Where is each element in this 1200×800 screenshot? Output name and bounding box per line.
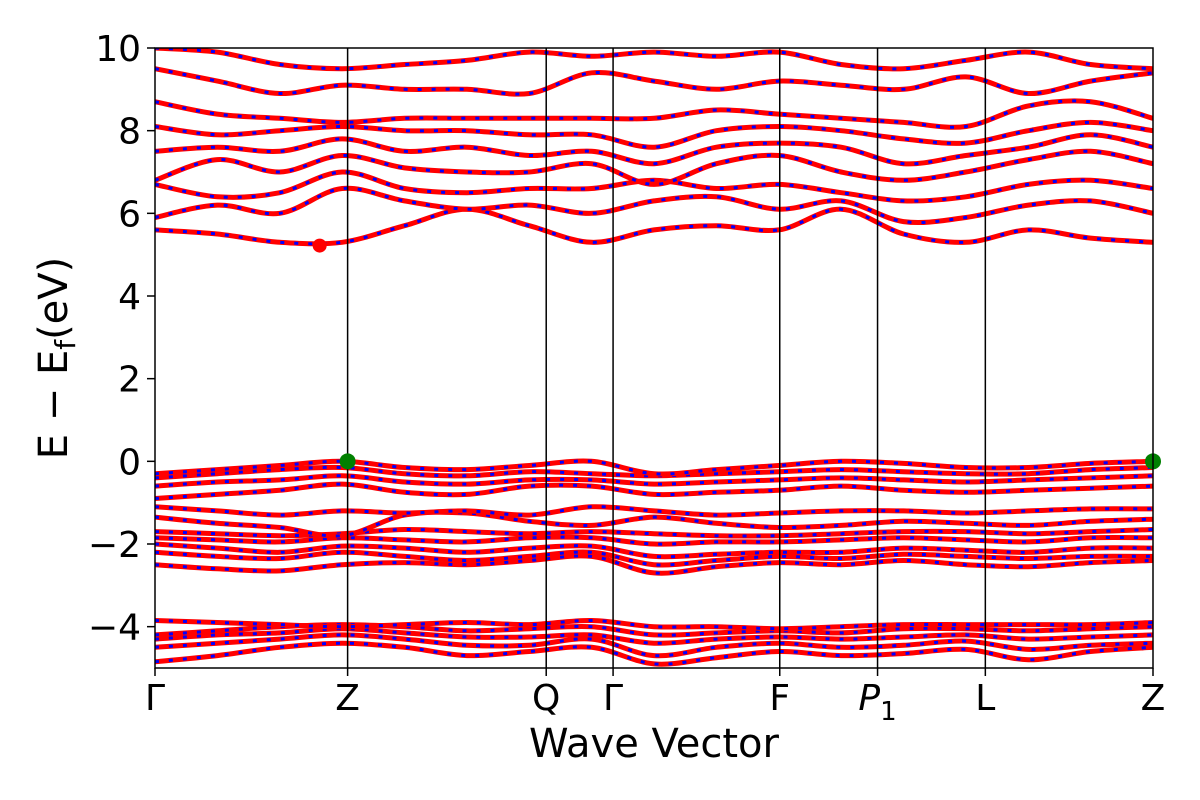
x-axis: Γ Z Q Γ F P1 L Z [145,668,1165,727]
y-axis-title: E − Ef(eV) [31,257,82,460]
extrema-markers [312,238,1161,470]
band-line-dashed [155,99,1153,129]
band-line-dashed [155,554,1153,575]
x-tick-label: F [769,678,790,719]
y-tick-label: −2 [88,525,141,566]
x-tick-label-main: Γ [145,678,165,719]
band-line-dashed [155,207,1153,246]
y-axis-title-sub: f [49,339,82,350]
band-line [155,206,1153,247]
band-line [155,148,1153,187]
x-tick-label-main: Z [335,678,360,719]
band-line-dashed [155,542,1153,559]
band-line [155,534,1153,547]
x-tick-label-main: Q [532,678,560,719]
x-tick-label-main: Z [1141,678,1166,719]
y-axis-title-main: E − E [31,350,77,460]
y-tick-label: 6 [118,194,141,235]
x-tick-label: Z [1141,678,1166,719]
y-axis-title-unit: (eV) [31,257,77,340]
plot-frame [154,47,1154,669]
band-line-dashed [155,618,1153,631]
x-tick-label-main: P [858,678,880,719]
band-line-dashed [155,505,1153,517]
band-line [155,48,1153,72]
x-tick-label: Γ [145,678,165,719]
band-line-dashed [155,627,1153,645]
band-line-dashed [155,170,1153,203]
kpath-lines [346,48,987,668]
band-line [155,185,1153,226]
band-line-dashed [155,474,1153,488]
x-tick-label-sub: 1 [880,697,897,727]
x-tick-label-main: F [769,678,790,719]
band-line [155,98,1153,130]
band-line-dashed [155,133,1153,166]
band-line-dashed [155,482,1153,500]
x-tick-label-main: Γ [603,678,623,719]
cbm-marker [312,238,327,253]
y-tick-label: 0 [118,442,141,483]
x-axis-title: Wave Vector [529,721,780,767]
x-tick-label: Z [335,678,360,719]
band-line-dashed [155,633,1153,658]
band-line-dashed [155,510,1153,538]
band-line-dashed [155,535,1153,546]
band-line [155,504,1153,518]
y-tick-label: 10 [95,29,141,70]
x-tick-label: L [975,678,995,719]
bands-layer [155,48,1153,667]
x-tick-label: Γ [603,678,623,719]
x-tick-label: P1 [858,678,896,727]
band-line-dashed [155,459,1153,476]
band-line-dashed [155,550,1153,567]
x-tick-label: Q [532,678,560,719]
band-line-dashed [155,465,1153,480]
y-tick-label: −4 [88,608,141,649]
band-line [155,640,1153,667]
band-line-dashed [155,67,1153,96]
x-tick-label-main: L [975,678,995,719]
y-tick-label: 4 [118,277,141,318]
y-tick-label: 8 [118,112,141,153]
vbm-marker [339,453,356,470]
y-axis: 10 8 6 4 2 0 −2 −4 [88,29,155,649]
y-tick-label: 2 [118,360,141,401]
band-line [155,617,1153,632]
